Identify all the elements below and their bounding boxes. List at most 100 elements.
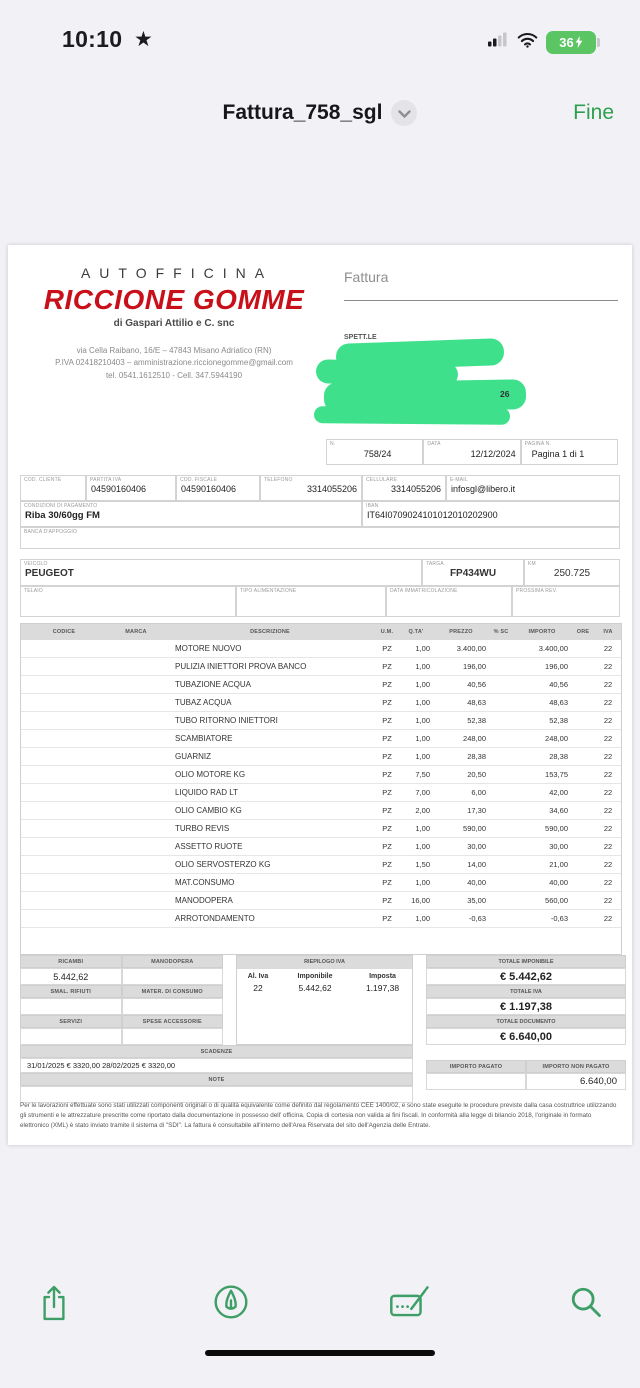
amount-paid xyxy=(426,1073,526,1090)
cell-marca xyxy=(107,694,165,711)
markup-button[interactable] xyxy=(209,1281,253,1325)
cell-ore xyxy=(571,784,595,801)
summary-value xyxy=(20,1028,122,1045)
cell-codice xyxy=(21,784,107,801)
invoice-date: 12/12/2024 xyxy=(470,449,516,459)
cell-codice xyxy=(21,892,107,909)
table-row: ASSETTO RUOTE PZ 1,00 30,00 30,00 22 xyxy=(21,838,621,856)
cell-iva: 22 xyxy=(603,716,613,725)
payment-terms-cell: CONDIZIONI DI PAGAMENTO Riba 30/60gg FM xyxy=(20,501,362,527)
battery-icon: 36 xyxy=(546,30,604,54)
invoice-date-cell: DATA 12/12/2024 xyxy=(423,439,521,465)
search-button[interactable] xyxy=(564,1281,608,1325)
totals-box: TOTALE IMPONIBILE € 5.442,62 TOTALE IVA … xyxy=(426,955,626,1045)
cell-descrizione: OLIO SERVOSTERZO KG xyxy=(175,860,271,869)
cell-um: PZ xyxy=(382,752,392,761)
cell-prezzo: 196,00 xyxy=(463,662,486,671)
wifi-icon xyxy=(517,32,538,53)
cell-descrizione: GUARNIZ xyxy=(175,752,211,761)
signature-button[interactable] xyxy=(387,1281,431,1325)
cell-iva: 22 xyxy=(603,662,613,671)
email-cell: E-MAIL infosgl@libero.it xyxy=(446,475,620,501)
cell-um: PZ xyxy=(382,716,392,725)
cell-ore xyxy=(571,658,595,675)
cell-iva: 22 xyxy=(603,644,613,653)
cell-sconto xyxy=(489,910,513,927)
cell-um: PZ xyxy=(382,644,392,653)
summary-value: 5.442,62 xyxy=(20,968,122,985)
summary-label: SPESE ACCESSORIE xyxy=(121,1015,223,1028)
cell-um: PZ xyxy=(382,770,392,779)
charging-bolt-icon xyxy=(575,36,583,48)
table-row: OLIO SERVOSTERZO KG PZ 1,50 14,00 21,00 … xyxy=(21,856,621,874)
cell-sconto xyxy=(489,712,513,729)
cell-sconto xyxy=(489,820,513,837)
bottom-toolbar xyxy=(0,1268,640,1338)
cell-um: PZ xyxy=(382,734,392,743)
cell-sconto xyxy=(489,838,513,855)
cell-codice xyxy=(21,856,107,873)
cell-codice xyxy=(21,910,107,927)
cell-prezzo: 248,00 xyxy=(463,734,486,743)
title-menu-button[interactable] xyxy=(391,100,418,126)
cell-marca xyxy=(107,676,165,693)
due-dates: 31/01/2025 € 3320,00 28/02/2025 € 3320,0… xyxy=(20,1058,413,1073)
total-taxable: € 5.442,62 xyxy=(426,968,626,985)
company-header: AUTOFFICINA RICCIONE GOMME di Gaspari At… xyxy=(26,265,322,382)
table-row: SCAMBIATORE PZ 1,00 248,00 248,00 22 xyxy=(21,730,621,748)
cell-iva: 22 xyxy=(603,788,613,797)
cell-prezzo: 20,50 xyxy=(467,770,486,779)
cell-importo: 52,38 xyxy=(549,716,568,725)
cell-prezzo: 52,38 xyxy=(467,716,486,725)
company-line1: AUTOFFICINA xyxy=(80,265,274,281)
cell-iva: 22 xyxy=(603,878,613,887)
chevron-down-icon xyxy=(398,106,411,121)
cell-ore xyxy=(571,856,595,873)
total-document: € 6.640,00 xyxy=(426,1028,626,1045)
done-button[interactable]: Fine xyxy=(573,101,614,124)
cell-codice xyxy=(21,676,107,693)
cell-quantita: 1,00 xyxy=(415,644,430,653)
company-logo-text: RICCIONE GOMME xyxy=(43,284,305,315)
cell-iva: 22 xyxy=(603,914,613,923)
recipient-label: SPETT.LE xyxy=(344,334,377,341)
document-title: Fattura_758_sgl xyxy=(222,101,383,124)
share-icon xyxy=(39,1283,69,1324)
cell-prezzo: 35,00 xyxy=(467,896,486,905)
cell-marca xyxy=(107,712,165,729)
fuel-type-cell: TIPO ALIMENTAZIONE xyxy=(236,586,386,617)
vehicle-cell: VEICOLO PEUGEOT xyxy=(20,559,422,586)
cell-codice xyxy=(21,874,107,891)
signature-icon xyxy=(389,1285,429,1322)
nav-bar: Fattura_758_sgl Fine xyxy=(0,100,640,146)
cell-importo: 153,75 xyxy=(545,770,568,779)
cell-quantita: 1,00 xyxy=(415,734,430,743)
km-cell: KM 250.725 xyxy=(524,559,620,586)
share-button[interactable] xyxy=(32,1281,76,1325)
cell-quantita: 1,50 xyxy=(415,860,430,869)
company-address: via Cella Raibano, 16/E – 47843 Misano A… xyxy=(55,346,293,380)
table-row: PULIZIA INIETTORI PROVA BANCO PZ 1,00 19… xyxy=(21,658,621,676)
summary-value xyxy=(121,1028,223,1045)
cell-um: PZ xyxy=(382,824,392,833)
cell-codice xyxy=(21,820,107,837)
cell-ore xyxy=(571,640,595,657)
pdf-page[interactable]: AUTOFFICINA RICCIONE GOMME di Gaspari At… xyxy=(8,245,632,1145)
cell-prezzo: 28,38 xyxy=(467,752,486,761)
cell-um: PZ xyxy=(382,896,392,905)
client-code-cell: COD. CLIENTE xyxy=(20,475,86,501)
company-subtitle: di Gaspari Attilio e C. snc xyxy=(113,318,235,329)
next-inspection-cell: PROSSIMA REV. xyxy=(512,586,620,617)
summary-breakdown: RICAMBI MANODOPERA 5.442,62 SMAL. RIFIUT… xyxy=(20,955,223,1045)
invoice-number-cell: N. 758/24 xyxy=(326,439,424,465)
cell-importo: 3.400,00 xyxy=(538,644,568,653)
vat-rate: 22 xyxy=(253,983,263,993)
table-row: TUBAZIONE ACQUA PZ 1,00 40,56 40,56 22 xyxy=(21,676,621,694)
invoice-number: 758/24 xyxy=(363,449,392,459)
home-indicator[interactable] xyxy=(205,1350,435,1356)
summary-label: RICAMBI xyxy=(20,955,122,968)
cell-sconto xyxy=(489,730,513,747)
green-marker-scribble xyxy=(313,406,511,425)
cell-quantita: 1,00 xyxy=(415,842,430,851)
cell-um: PZ xyxy=(382,788,392,797)
